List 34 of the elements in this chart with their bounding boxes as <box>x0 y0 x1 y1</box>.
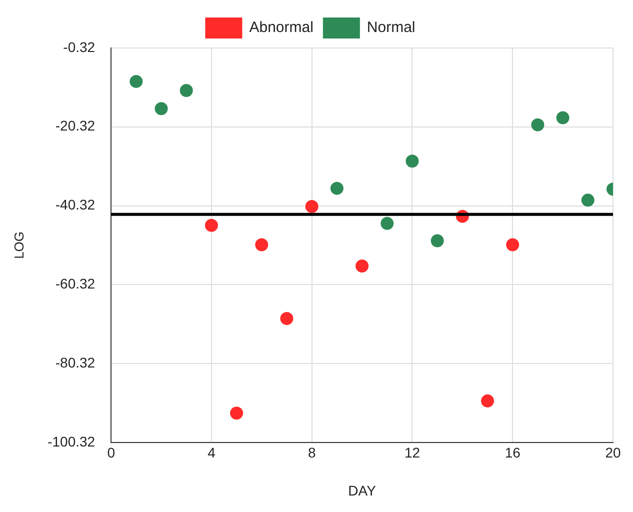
point <box>230 406 244 420</box>
y-tick-label: -20.32 <box>55 118 96 134</box>
point <box>180 84 193 98</box>
y-tick-label: -80.32 <box>55 354 96 370</box>
point <box>330 182 344 195</box>
x-tick-label: 16 <box>504 444 521 461</box>
point <box>255 238 268 252</box>
x-tick-label: 20 <box>605 444 621 461</box>
x-tick-label: 8 <box>308 444 316 461</box>
point <box>130 74 143 88</box>
point <box>305 200 318 213</box>
point <box>380 216 394 230</box>
y-axis-title: LOG <box>11 231 26 259</box>
x-tick-label: 12 <box>404 444 420 461</box>
point <box>154 102 168 116</box>
point <box>556 111 570 124</box>
y-tick-label: -100.32 <box>48 433 96 450</box>
point <box>280 312 294 325</box>
y-tick-label: -60.32 <box>55 276 96 292</box>
point <box>430 234 444 248</box>
point <box>481 394 494 408</box>
point <box>406 154 419 168</box>
y-tick-label: -40.32 <box>55 196 96 213</box>
y-tick-label: -0.32 <box>63 38 96 55</box>
legend-label: Abnormal <box>249 19 314 36</box>
point <box>356 260 369 273</box>
x-axis-title: DAY <box>348 482 377 498</box>
x-tick-label: 0 <box>107 444 116 461</box>
x-tick-label: 4 <box>208 444 216 461</box>
point <box>531 118 544 132</box>
point <box>506 238 520 252</box>
legend-label: Normal <box>366 19 416 36</box>
point <box>204 218 218 232</box>
point <box>581 194 594 207</box>
